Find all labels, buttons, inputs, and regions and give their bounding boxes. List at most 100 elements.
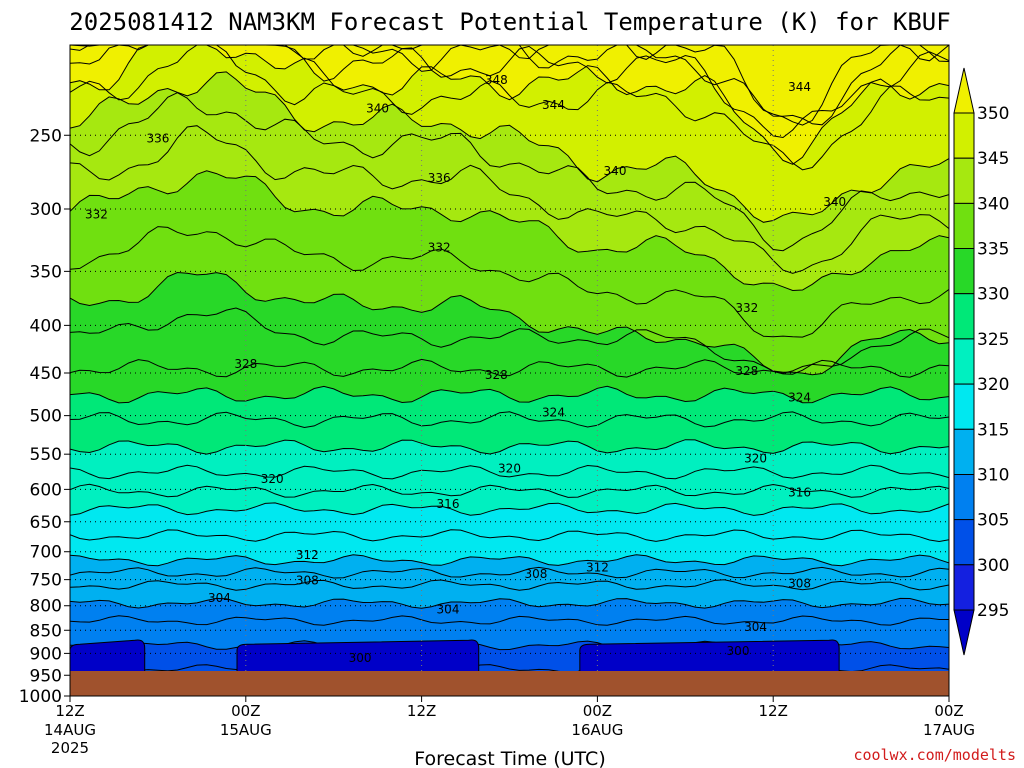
contour-344 — [70, 45, 949, 171]
colorbar-label: 320 — [977, 375, 1009, 395]
contour-labels: 348 344 344 340 340 340 336 336 332 332 332 328 328 3… — [85, 73, 846, 665]
contour-304 — [70, 615, 949, 626]
x-tick-label-mid: 15AUG — [220, 721, 272, 739]
contour-label: 348 — [485, 73, 508, 87]
contour-label: 316 — [437, 497, 460, 511]
contour-334 — [70, 226, 949, 338]
contour-352 — [70, 45, 949, 126]
contour-label: 320 — [498, 462, 521, 476]
cold-pool — [70, 639, 146, 671]
contour-label: 300 — [727, 644, 750, 658]
contour-label: 324 — [788, 390, 811, 404]
y-tick-label: 550 — [30, 445, 62, 465]
x-tick-label-top: 00Z — [934, 702, 963, 720]
contour-label: 304 — [208, 591, 231, 605]
y-tick-label: 350 — [30, 262, 62, 282]
contour-338 — [70, 125, 949, 274]
colorbar-label: 315 — [977, 420, 1009, 440]
x-tick-label-top: 00Z — [231, 702, 260, 720]
colorbar-box — [953, 248, 975, 295]
colorbar-label: 325 — [977, 330, 1009, 350]
contour-336 — [70, 170, 949, 292]
contour-label: 304 — [437, 602, 460, 616]
contour-300 — [70, 664, 949, 671]
x-tick-label-top: 12Z — [55, 702, 84, 720]
contour-label: 308 — [296, 574, 319, 588]
colorbar-box — [953, 293, 975, 340]
contour-330 — [70, 307, 949, 374]
contour-320 — [70, 464, 949, 480]
cold-pool — [236, 639, 480, 671]
contour-340 — [70, 92, 949, 252]
contour-346 — [70, 45, 949, 165]
colorbar-label: 340 — [977, 194, 1009, 214]
x-tick-label-mid: 14AUG — [44, 721, 96, 739]
x-tick-label-top: 12Z — [759, 702, 788, 720]
contour-label: 300 — [349, 651, 372, 665]
contour-label: 308 — [524, 567, 547, 581]
contour-332 — [70, 271, 949, 376]
colorbar-label: 310 — [977, 466, 1009, 486]
contour-label: 332 — [735, 301, 758, 315]
contour-label: 340 — [604, 164, 627, 178]
contour-314 — [70, 529, 949, 543]
colorbar-box — [953, 202, 975, 250]
contour-label: 312 — [586, 561, 609, 575]
colorbar-label: 305 — [977, 511, 1009, 531]
colorbar-box — [953, 474, 975, 521]
chart-title: 2025081412 NAM3KM Forecast Potential Tem… — [69, 8, 950, 36]
colorbar-box — [953, 564, 975, 611]
colorbar-box — [953, 428, 975, 475]
y-tick-label: 250 — [30, 126, 62, 146]
contour-310 — [70, 566, 949, 579]
contour-306 — [70, 597, 949, 609]
contour-label: 340 — [823, 195, 846, 209]
y-tick-label: 650 — [30, 513, 62, 533]
contour-label: 332 — [85, 207, 108, 221]
colorbar-label: 330 — [977, 285, 1009, 305]
contour-318 — [70, 483, 949, 498]
y-axis: 250 300 350 400 450 500 550 600 650 700 750 800 850 9… — [19, 126, 70, 707]
contour-label: 324 — [542, 405, 565, 419]
contour-label: 320 — [261, 472, 284, 486]
contour-label: 340 — [366, 102, 389, 116]
contour-label: 336 — [146, 132, 169, 146]
y-tick-label: 300 — [30, 200, 62, 220]
contour-label: 332 — [428, 241, 451, 255]
contour-label: 328 — [234, 357, 257, 371]
contour-label: 316 — [788, 486, 811, 500]
contour-342 — [70, 71, 949, 223]
colorbar-box — [953, 157, 975, 204]
contour-316 — [70, 502, 949, 516]
contour-label: 328 — [485, 368, 508, 382]
colorbar-box — [953, 383, 975, 430]
x-axis-label: Forecast Time (UTC) — [414, 748, 605, 768]
colorbar: 350 345 340 335 330 325 320 315 310 305 300 295 — [953, 67, 1009, 656]
contour-label: 344 — [542, 98, 565, 112]
y-tick-label: 900 — [30, 644, 62, 664]
contour-fill — [70, 45, 949, 671]
credit-text: coolwx.com/modelts — [853, 746, 1016, 764]
ground — [70, 671, 949, 696]
contour-label: 344 — [788, 80, 811, 94]
contour-label: 328 — [735, 364, 758, 378]
colorbar-label: 350 — [977, 104, 1009, 124]
colorbar-box — [953, 112, 975, 159]
y-tick-label: 750 — [30, 571, 62, 591]
contour-label: 312 — [296, 548, 319, 562]
contour-328 — [70, 358, 949, 378]
band-350 — [70, 45, 949, 125]
colorbar-box — [953, 519, 975, 566]
contour-326 — [70, 385, 949, 404]
contour-label: 304 — [744, 620, 767, 634]
y-tick-label: 700 — [30, 543, 62, 563]
y-tick-label: 600 — [30, 480, 62, 500]
y-tick-label: 850 — [30, 621, 62, 641]
y-tick-label: 450 — [30, 364, 62, 384]
y-tick-label: 500 — [30, 407, 62, 427]
contour-322 — [70, 439, 949, 455]
contour-308 — [70, 579, 949, 591]
contour-324 — [70, 411, 949, 429]
